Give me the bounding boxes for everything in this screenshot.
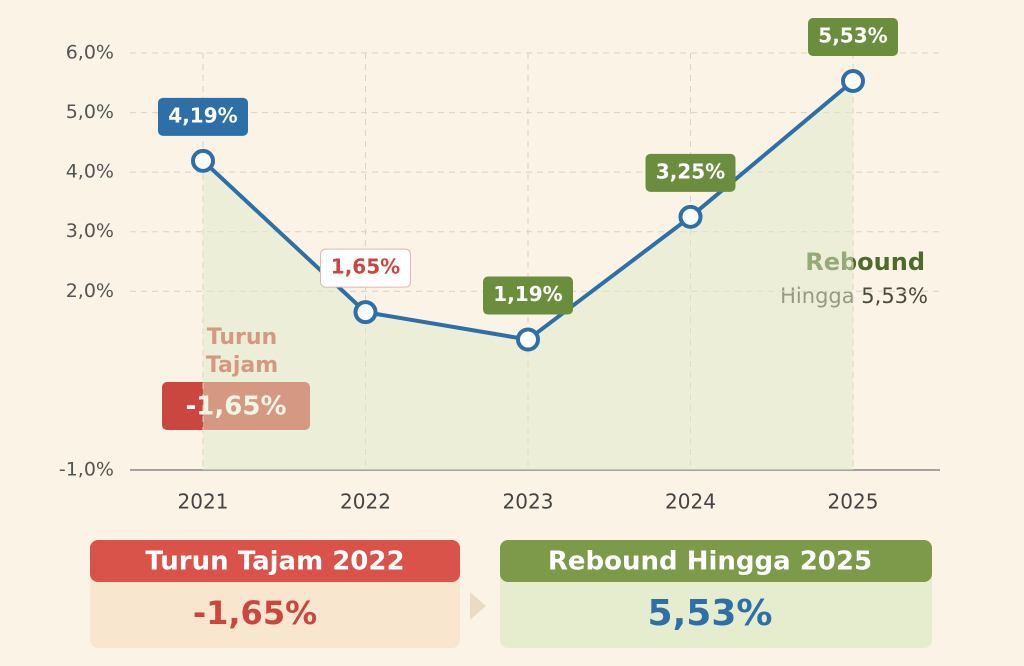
value-label: 5,53% <box>818 23 887 47</box>
x-tick-label: 2023 <box>503 490 554 514</box>
value-label-box <box>158 97 248 136</box>
y-tick-label: 5,0% <box>66 101 114 123</box>
y-tick-label: 4,0% <box>66 161 114 183</box>
point <box>191 148 215 173</box>
point <box>841 68 865 93</box>
y-tick-label: 2,0% <box>66 280 114 302</box>
value-label-box <box>483 276 573 315</box>
point <box>516 327 540 352</box>
value-label: 1,65% <box>331 255 400 279</box>
panel-value: 5,53% <box>648 593 773 634</box>
x-tick-label: 2024 <box>665 490 716 514</box>
panel-value: -1,65% <box>193 594 317 632</box>
panel-header <box>500 540 932 582</box>
x-tick-label: 2025 <box>828 490 879 514</box>
x-tick-label: 2022 <box>340 490 391 514</box>
panel-header <box>90 540 460 582</box>
value-label-box <box>320 248 411 288</box>
value-label: 3,25% <box>656 159 725 183</box>
arrow <box>470 592 486 620</box>
value-label-box <box>808 17 898 56</box>
x-tick-label: 2021 <box>178 490 229 514</box>
panel-title: Turun Tajam 2022 <box>145 547 404 577</box>
point <box>678 204 703 229</box>
y-tick-label: -1,0% <box>59 459 114 481</box>
y-tick-label: 3,0% <box>66 220 114 242</box>
value-label: 4,19% <box>168 103 237 127</box>
area <box>203 80 853 471</box>
y-tick-label: 6,0% <box>66 42 114 64</box>
point <box>353 300 378 325</box>
value-label: 1,19% <box>493 282 562 306</box>
panel-title: Rebound Hingga 2025 <box>548 547 872 577</box>
value-label-box <box>645 153 736 192</box>
